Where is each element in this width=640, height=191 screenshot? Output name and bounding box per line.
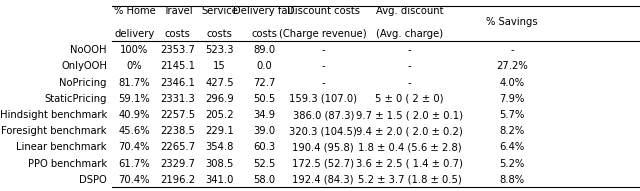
Text: 4.0%: 4.0% [499,78,525,88]
Text: 27.2%: 27.2% [496,62,528,71]
Text: 52.5: 52.5 [253,159,275,169]
Text: 50.5: 50.5 [253,94,275,104]
Text: (Charge revenue): (Charge revenue) [280,29,367,39]
Text: 3.6 ± 2.5 ( 1.4 ± 0.7): 3.6 ± 2.5 ( 1.4 ± 0.7) [356,159,463,169]
Text: 7.9%: 7.9% [499,94,525,104]
Text: 341.0: 341.0 [205,175,234,185]
Text: Discount costs: Discount costs [287,6,360,16]
Text: 427.5: 427.5 [205,78,234,88]
Text: 205.2: 205.2 [205,110,234,120]
Text: 172.5 (52.7): 172.5 (52.7) [292,159,354,169]
Text: 2346.1: 2346.1 [161,78,195,88]
Text: Delivery fail.: Delivery fail. [232,6,296,16]
Text: 40.9%: 40.9% [118,110,150,120]
Text: 192.4 (84.3): 192.4 (84.3) [292,175,354,185]
Text: % Savings: % Savings [486,17,538,27]
Text: NoOOH: NoOOH [70,45,107,55]
Text: 159.3 (107.0): 159.3 (107.0) [289,94,357,104]
Text: 5.7%: 5.7% [499,110,525,120]
Text: -: - [408,78,412,88]
Text: Service: Service [201,6,238,16]
Text: StaticPricing: StaticPricing [44,94,107,104]
Text: 2331.3: 2331.3 [161,94,195,104]
Text: 386.0 (87.3): 386.0 (87.3) [292,110,354,120]
Text: 2265.7: 2265.7 [161,142,195,152]
Text: 2145.1: 2145.1 [161,62,195,71]
Text: 58.0: 58.0 [253,175,275,185]
Text: 59.1%: 59.1% [118,94,150,104]
Text: 61.7%: 61.7% [118,159,150,169]
Text: 308.5: 308.5 [205,159,234,169]
Text: -: - [321,45,325,55]
Text: 100%: 100% [120,45,148,55]
Text: 2257.5: 2257.5 [161,110,195,120]
Text: 5.2%: 5.2% [499,159,525,169]
Text: costs: costs [165,29,191,39]
Text: 89.0: 89.0 [253,45,275,55]
Text: OnlyOOH: OnlyOOH [61,62,107,71]
Text: 72.7: 72.7 [253,78,275,88]
Text: -: - [321,78,325,88]
Text: 60.3: 60.3 [253,142,275,152]
Text: 2353.7: 2353.7 [161,45,195,55]
Text: 2329.7: 2329.7 [161,159,195,169]
Text: Travel: Travel [163,6,193,16]
Text: DSPO: DSPO [79,175,107,185]
Text: PPO benchmark: PPO benchmark [28,159,107,169]
Text: Avg. discount: Avg. discount [376,6,444,16]
Text: % Home: % Home [113,6,156,16]
Text: 190.4 (95.8): 190.4 (95.8) [292,142,354,152]
Text: 354.8: 354.8 [205,142,234,152]
Text: -: - [408,62,412,71]
Text: 70.4%: 70.4% [118,175,150,185]
Text: 70.4%: 70.4% [118,142,150,152]
Text: 34.9: 34.9 [253,110,275,120]
Text: -: - [321,62,325,71]
Text: 5 ± 0 ( 2 ± 0): 5 ± 0 ( 2 ± 0) [375,94,444,104]
Text: -: - [510,45,514,55]
Text: 1.8 ± 0.4 (5.6 ± 2.8): 1.8 ± 0.4 (5.6 ± 2.8) [358,142,461,152]
Text: 0%: 0% [127,62,142,71]
Text: 9.4 ± 2.0 ( 2.0 ± 0.2): 9.4 ± 2.0 ( 2.0 ± 0.2) [356,126,463,136]
Text: Linear benchmark: Linear benchmark [17,142,107,152]
Text: NoPricing: NoPricing [60,78,107,88]
Text: 9.7 ± 1.5 ( 2.0 ± 0.1): 9.7 ± 1.5 ( 2.0 ± 0.1) [356,110,463,120]
Text: 8.8%: 8.8% [499,175,525,185]
Text: 5.2 ± 3.7 (1.8 ± 0.5): 5.2 ± 3.7 (1.8 ± 0.5) [358,175,461,185]
Text: 45.6%: 45.6% [118,126,150,136]
Text: 15: 15 [213,62,226,71]
Text: 523.3: 523.3 [205,45,234,55]
Text: 0.0: 0.0 [257,62,272,71]
Text: (Avg. charge): (Avg. charge) [376,29,443,39]
Text: 296.9: 296.9 [205,94,234,104]
Text: 2196.2: 2196.2 [161,175,195,185]
Text: delivery: delivery [115,29,154,39]
Text: costs: costs [252,29,277,39]
Text: 39.0: 39.0 [253,126,275,136]
Text: -: - [408,45,412,55]
Text: 6.4%: 6.4% [499,142,525,152]
Text: 229.1: 229.1 [205,126,234,136]
Text: Hindsight benchmark: Hindsight benchmark [0,110,107,120]
Text: 8.2%: 8.2% [499,126,525,136]
Text: 2238.5: 2238.5 [161,126,195,136]
Text: costs: costs [207,29,232,39]
Text: 81.7%: 81.7% [118,78,150,88]
Text: 320.3 (104.5): 320.3 (104.5) [289,126,357,136]
Text: Foresight benchmark: Foresight benchmark [1,126,107,136]
